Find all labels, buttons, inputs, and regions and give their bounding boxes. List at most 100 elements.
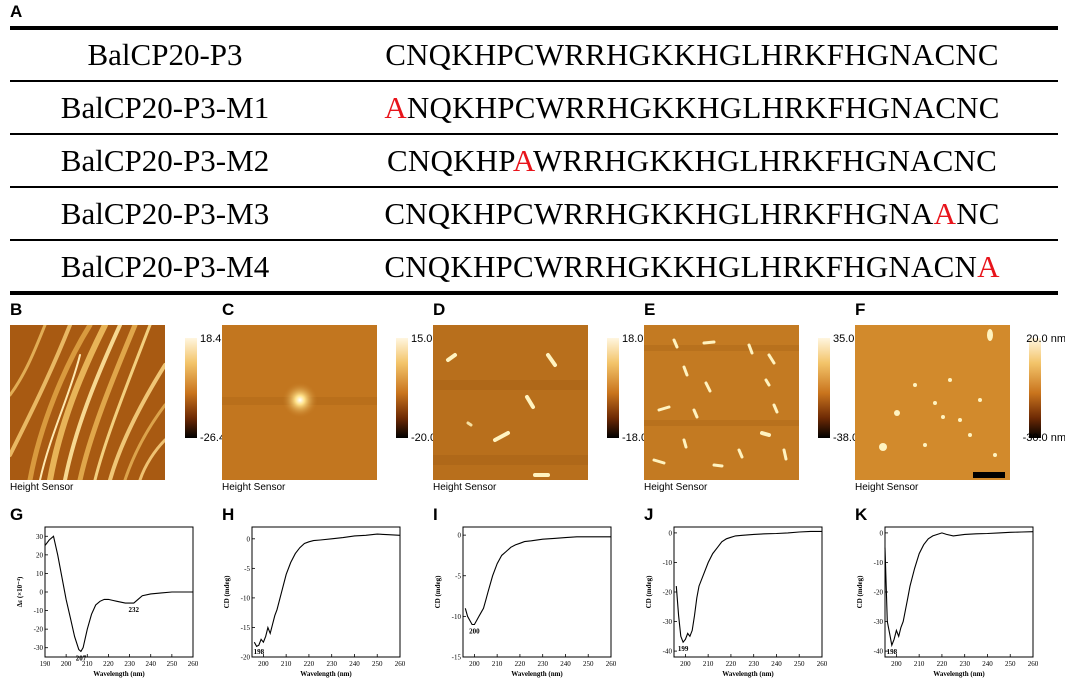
peptide-sequence: CNQKHPCWRRHGKKHGLHRKFHGNACNC: [332, 37, 1052, 73]
peptide-name: BalCP20-P3-M4: [60, 249, 270, 284]
plot-frame: [673, 526, 823, 658]
height-sensor-caption: Height Sensor: [10, 482, 74, 493]
panel-label-f: F: [855, 300, 866, 319]
peptide-sequence: ANQKHPCWRRHGKKHGLHRKFHGNACNC: [332, 90, 1052, 126]
mutation-residue: A: [977, 249, 1000, 284]
x-tick-label: 220: [103, 660, 114, 668]
y-tick-label: 0: [247, 535, 251, 543]
x-axis-label: Wavelength (nm): [933, 670, 985, 678]
y-tick-label: 30: [36, 533, 44, 541]
x-tick-label: 220: [304, 660, 315, 668]
sequence-post: WRRHGKKHGLHRKFHGNACNC: [532, 143, 997, 178]
table-row-divider: [10, 133, 1058, 135]
x-tick-label: 240: [145, 660, 156, 668]
y-axis-label: CD (mdeg): [434, 575, 442, 609]
x-tick-label: 260: [817, 660, 827, 668]
sequence-post: CNQKHPCWRRHGKKHGLHRKFHGNACNC: [385, 37, 999, 72]
x-tick-label: 220: [937, 660, 948, 668]
panel-label-a: A: [10, 2, 23, 21]
panel-label-d: D: [433, 300, 446, 319]
color-scale-min-text: -30.0 nm: [1022, 432, 1065, 444]
y-tick-label: -10: [241, 594, 251, 602]
peptide-name: BalCP20-P3-M2: [60, 143, 270, 178]
x-tick-label: 200: [680, 660, 691, 668]
height-sensor-caption: Height Sensor: [855, 482, 919, 493]
peptide-sequence: CNQKHPCWRRHGKKHGLHRKFHGNACNA: [332, 249, 1052, 285]
x-tick-label: 230: [124, 660, 135, 668]
cd-spectrum-j: 200 210 220 230 240 250 260 0 -10 -20 -30 -40 Wavele…: [645, 526, 827, 678]
height-sensor-caption: Height Sensor: [644, 482, 708, 493]
x-tick-label: 250: [794, 660, 805, 668]
mutation-residue: A: [512, 143, 533, 178]
peak-annotation: 232: [129, 606, 140, 614]
color-scale-bar: [185, 338, 197, 438]
x-tick-label: 210: [82, 660, 93, 668]
peak-annotation: 200: [469, 628, 480, 636]
panel-label-e: E: [644, 300, 656, 319]
y-tick-label: -10: [874, 559, 884, 567]
x-tick-label: 240: [982, 660, 993, 668]
y-axis-label: Δε (×10⁻⁴): [16, 576, 24, 607]
y-tick-label: -15: [452, 654, 462, 662]
cd-spectrum-k: 200 210 220 230 240 250 260 0 -10 -20 -30 -40 Wavele…: [856, 526, 1038, 678]
mutation-residue: A: [933, 196, 957, 231]
x-tick-label: 210: [703, 660, 714, 668]
table-top-rule: [10, 26, 1058, 30]
color-scale-bar: [396, 338, 408, 438]
table-row-divider: [10, 239, 1058, 241]
y-tick-label: -20: [34, 626, 44, 634]
x-axis-label: Wavelength (nm): [300, 670, 352, 678]
y-tick-label: -15: [241, 624, 251, 632]
peptide-name: BalCP20-P3-M3: [60, 196, 270, 231]
y-tick-label: -40: [874, 648, 884, 656]
x-tick-label: 250: [1005, 660, 1016, 668]
x-tick-label: 260: [606, 660, 616, 668]
peak-annotation: 198: [254, 648, 265, 656]
y-tick-label: 0: [880, 529, 884, 537]
x-axis-label: Wavelength (nm): [511, 670, 563, 678]
afm-image-e: [644, 325, 799, 480]
plot-frame: [251, 526, 401, 658]
y-tick-label: -30: [34, 644, 44, 652]
x-tick-label: 240: [349, 660, 360, 668]
x-tick-label: 240: [771, 660, 782, 668]
y-tick-label: -10: [663, 559, 673, 567]
color-scale-max-text: 20.0 nm: [1026, 333, 1065, 345]
y-tick-label: -10: [452, 613, 462, 621]
peak-annotation: 199: [678, 645, 689, 653]
x-tick-label: 230: [959, 660, 970, 668]
afm-image-f: [855, 325, 1010, 480]
color-scale-bar: [818, 338, 830, 438]
cd-spectrum-i: 200 210 220 230 240 250 260 0 -5 -10 -15 Wavelength…: [434, 526, 616, 678]
peptide-name: BalCP20-P3-M1: [60, 90, 270, 125]
sequence-post: NC: [956, 196, 1000, 231]
x-tick-label: 200: [61, 660, 72, 668]
x-tick-label: 210: [492, 660, 503, 668]
afm-image-b: [10, 325, 165, 480]
panel-label-k: K: [855, 505, 868, 524]
height-sensor-caption: Height Sensor: [433, 482, 497, 493]
x-tick-label: 190: [40, 660, 51, 668]
y-axis-label: CD (mdeg): [856, 575, 864, 609]
y-tick-label: -20: [241, 654, 251, 662]
afm-image-d: [433, 325, 588, 480]
panel-label-c: C: [222, 300, 235, 319]
x-tick-label: 250: [583, 660, 594, 668]
table-row-divider: [10, 186, 1058, 188]
peptide-sequence: CNQKHPCWRRHGKKHGLHRKFHGNAANC: [332, 196, 1052, 232]
peptide-sequence: CNQKHPAWRRHGKKHGLHRKFHGNACNC: [332, 143, 1052, 179]
x-tick-label: 240: [560, 660, 571, 668]
sequence-post: NQKHPCWRRHGKKHGLHRKFHGNACNC: [406, 90, 1000, 125]
peptide-name: BalCP20-P3: [87, 37, 243, 72]
afm-image-c: [222, 325, 377, 480]
x-tick-label: 260: [188, 660, 198, 668]
y-tick-label: -30: [874, 618, 884, 626]
y-tick-label: -5: [455, 572, 461, 580]
height-sensor-caption: Height Sensor: [222, 482, 286, 493]
y-tick-label: 0: [40, 589, 44, 597]
series-line: [44, 535, 193, 653]
table-bottom-rule: [10, 291, 1058, 295]
series-line: [253, 533, 401, 648]
y-tick-label: 10: [36, 570, 44, 578]
table-row-divider: [10, 80, 1058, 82]
